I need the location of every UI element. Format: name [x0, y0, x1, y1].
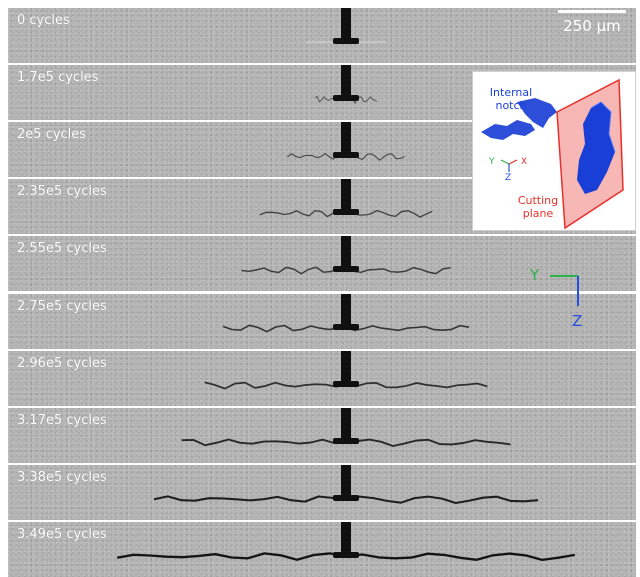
crack-left — [241, 266, 347, 275]
panel-image — [181, 408, 511, 447]
crack-right — [345, 382, 488, 389]
notch-foot — [333, 38, 359, 44]
cutting-plane-label-line2: plane — [522, 207, 554, 220]
cycle-label: 1.7e5 cycles — [17, 70, 99, 85]
scale-bar-line — [558, 10, 626, 13]
triad-y-axis — [500, 159, 510, 165]
y-axis-label: Y — [529, 266, 540, 284]
panel-image — [241, 236, 451, 275]
notch-foot — [333, 552, 359, 558]
notch-stem — [341, 465, 351, 497]
panel-image — [204, 351, 488, 390]
crack-right — [345, 266, 451, 275]
notch-stem — [341, 179, 351, 211]
notch-stem — [341, 408, 351, 440]
crack-left — [181, 438, 347, 447]
scale-bar-label: 250 µm — [563, 17, 621, 35]
cycle-panel: 3.49e5 cycles — [8, 522, 636, 577]
notch-foot — [333, 95, 359, 101]
cycle-panel: 2.96e5 cycles — [8, 351, 636, 406]
xray-panel-stack: 0 cycles 1.7e5 cycles 2e5 cycles 2.35e5 cyc… — [8, 8, 636, 577]
cycle-label: 2e5 cycles — [17, 127, 87, 142]
notch-stem — [341, 236, 351, 268]
cycle-label: 2.35e5 cycles — [17, 184, 107, 199]
crack-right — [345, 495, 539, 505]
panel-image — [287, 122, 405, 161]
notch-foot — [333, 438, 359, 444]
crack-left — [222, 324, 347, 333]
cutting-plane-label: Cutting plane — [503, 194, 573, 220]
notch-foot — [333, 324, 359, 330]
crack-left — [204, 381, 347, 390]
notch-stem — [341, 294, 351, 326]
triad-label-x: X — [521, 157, 527, 167]
scale-bar: 250 µm — [554, 10, 630, 35]
crack-right — [345, 438, 511, 447]
notch-stem — [341, 65, 351, 97]
panel-image — [259, 179, 433, 218]
notch-label-line1: Internal — [489, 86, 533, 99]
notch-fragment-mid — [517, 98, 557, 128]
crack-left — [259, 209, 347, 218]
notch-3d-inset: Y X Z Internal notch Cutting plane — [472, 71, 636, 231]
panel-image — [153, 465, 539, 505]
notch-stem — [341, 122, 351, 154]
panel-image — [222, 294, 470, 333]
cutting-plane-label-line1: Cutting — [517, 194, 559, 207]
notch-foot — [333, 152, 359, 158]
cycle-panel: 3.38e5 cycles — [8, 465, 636, 520]
cycle-label: 2.96e5 cycles — [17, 356, 107, 371]
cycle-panel: 2.55e5 cycles — [8, 236, 636, 291]
notch-stem — [341, 522, 351, 554]
triad-x-axis — [508, 159, 518, 165]
notch-stem — [341, 351, 351, 383]
cycle-panel: 3.17e5 cycles — [8, 408, 636, 463]
cycle-label: 0 cycles — [17, 13, 70, 28]
cycle-label: 2.55e5 cycles — [17, 241, 107, 256]
cycle-label: 3.38e5 cycles — [17, 470, 107, 485]
cycle-label: 3.49e5 cycles — [17, 527, 107, 542]
crack-right — [345, 324, 470, 332]
yz-axes-indicator: Y Z — [522, 262, 592, 332]
cycle-panel: 2.75e5 cycles — [8, 294, 636, 349]
notch-body-edge — [590, 101, 616, 153]
triad-label-y: Y — [488, 157, 495, 167]
panel-image — [314, 65, 378, 104]
crack-right — [345, 552, 575, 562]
cycle-panel: 0 cycles — [8, 8, 636, 63]
crack-left — [116, 552, 347, 561]
notch-foot — [333, 266, 359, 272]
panel-image — [116, 522, 575, 562]
cycle-label: 2.75e5 cycles — [17, 299, 107, 314]
notch-3d-render: Y X Z — [481, 78, 624, 230]
notch-label-line2: notch — [495, 99, 527, 112]
notch-body — [577, 102, 615, 194]
notch-foot — [333, 381, 359, 387]
crack-right — [345, 209, 433, 218]
notch-fragment-left — [481, 120, 535, 140]
notch-label: Internal notch — [479, 86, 543, 112]
panel-image — [306, 8, 386, 44]
notch-stem — [341, 8, 351, 40]
notch-foot — [333, 209, 359, 215]
notch-foot — [333, 495, 359, 501]
cycle-label: 3.17e5 cycles — [17, 413, 107, 428]
z-axis-label: Z — [572, 312, 582, 330]
triad-label-z: Z — [505, 173, 511, 183]
crack-left — [153, 495, 347, 503]
